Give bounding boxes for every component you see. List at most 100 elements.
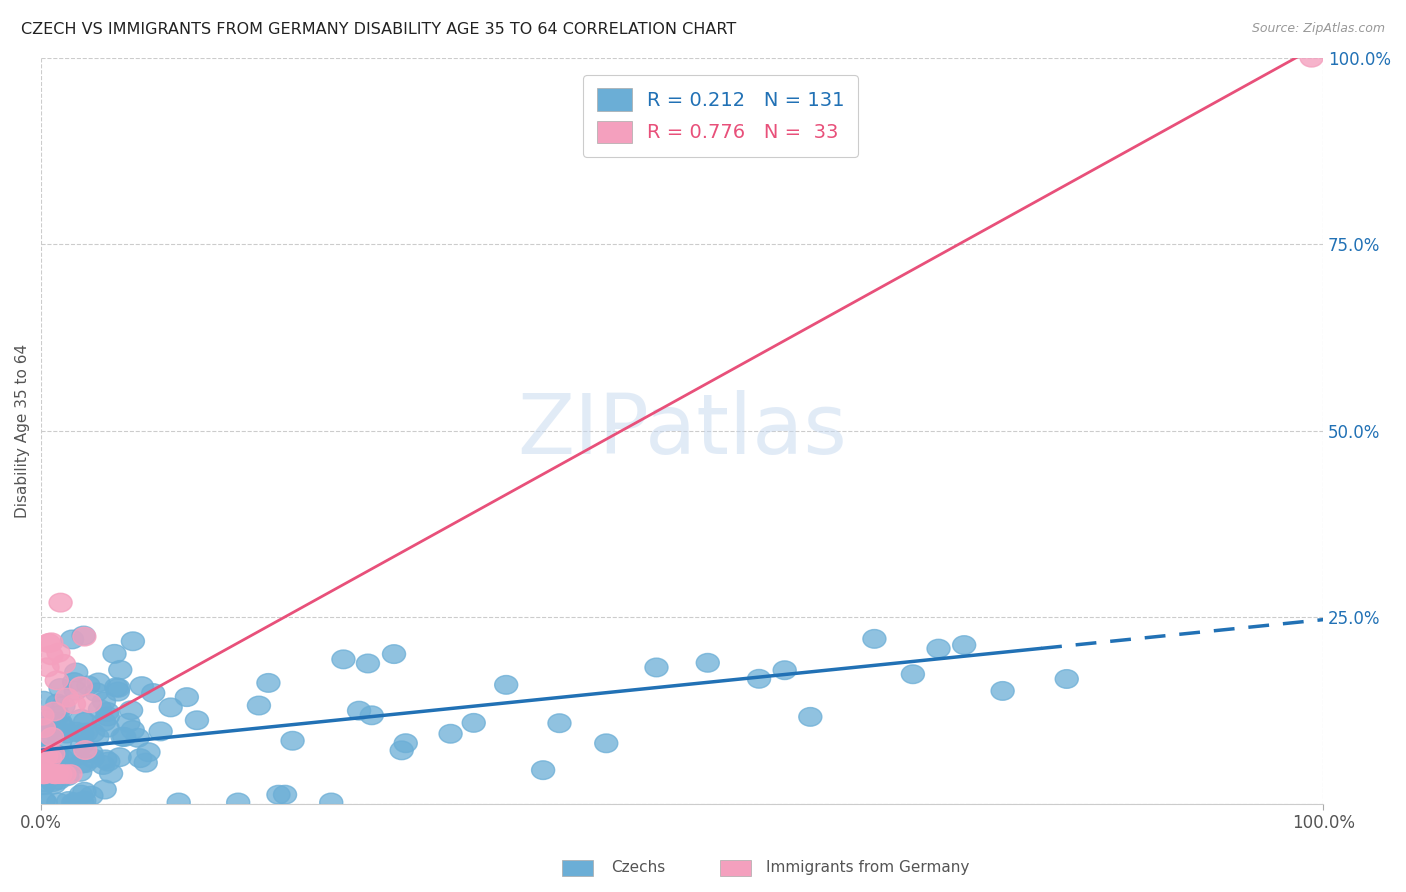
Legend: R = 0.212   N = 131, R = 0.776   N =  33: R = 0.212 N = 131, R = 0.776 N = 33 — [583, 75, 858, 157]
Ellipse shape — [62, 695, 86, 714]
Ellipse shape — [46, 793, 70, 812]
Ellipse shape — [267, 785, 290, 804]
Ellipse shape — [226, 793, 250, 812]
Ellipse shape — [32, 766, 55, 785]
Ellipse shape — [247, 696, 270, 714]
Ellipse shape — [186, 711, 208, 730]
Ellipse shape — [51, 749, 73, 768]
Ellipse shape — [60, 630, 83, 648]
Ellipse shape — [111, 727, 134, 746]
Ellipse shape — [69, 785, 93, 804]
Ellipse shape — [73, 754, 97, 772]
Ellipse shape — [42, 745, 65, 764]
Ellipse shape — [70, 724, 93, 743]
Text: CZECH VS IMMIGRANTS FROM GERMANY DISABILITY AGE 35 TO 64 CORRELATION CHART: CZECH VS IMMIGRANTS FROM GERMANY DISABIL… — [21, 22, 737, 37]
Ellipse shape — [55, 689, 79, 706]
Ellipse shape — [34, 793, 58, 812]
Ellipse shape — [32, 791, 55, 810]
Ellipse shape — [863, 630, 886, 648]
Ellipse shape — [94, 750, 117, 769]
Ellipse shape — [46, 751, 69, 770]
Ellipse shape — [121, 721, 145, 739]
Ellipse shape — [84, 683, 108, 702]
Ellipse shape — [495, 675, 517, 694]
Ellipse shape — [45, 745, 67, 764]
Ellipse shape — [32, 691, 55, 710]
Ellipse shape — [72, 626, 96, 645]
Ellipse shape — [93, 713, 115, 731]
Ellipse shape — [389, 741, 413, 760]
Ellipse shape — [37, 743, 60, 762]
Ellipse shape — [107, 682, 129, 701]
Ellipse shape — [69, 677, 93, 696]
Ellipse shape — [73, 713, 97, 731]
Ellipse shape — [439, 724, 463, 743]
Ellipse shape — [65, 681, 87, 700]
Ellipse shape — [70, 735, 94, 754]
Ellipse shape — [31, 758, 53, 777]
Ellipse shape — [347, 701, 371, 720]
Ellipse shape — [531, 761, 554, 780]
Ellipse shape — [49, 679, 72, 698]
Y-axis label: Disability Age 35 to 64: Disability Age 35 to 64 — [15, 343, 30, 518]
Text: Czechs: Czechs — [612, 861, 666, 875]
Ellipse shape — [45, 764, 67, 783]
Ellipse shape — [35, 747, 58, 765]
Ellipse shape — [799, 707, 823, 726]
Ellipse shape — [53, 764, 76, 783]
Ellipse shape — [39, 717, 63, 736]
Ellipse shape — [63, 673, 86, 691]
Ellipse shape — [463, 714, 485, 732]
Ellipse shape — [356, 654, 380, 673]
Ellipse shape — [176, 688, 198, 706]
Ellipse shape — [32, 776, 55, 795]
Ellipse shape — [65, 723, 89, 741]
Ellipse shape — [112, 728, 136, 747]
Ellipse shape — [82, 749, 104, 767]
Ellipse shape — [46, 694, 69, 713]
Ellipse shape — [31, 706, 53, 725]
Ellipse shape — [45, 750, 69, 769]
Ellipse shape — [56, 792, 80, 810]
Ellipse shape — [159, 698, 183, 716]
Ellipse shape — [45, 671, 69, 690]
Ellipse shape — [274, 785, 297, 804]
Ellipse shape — [96, 703, 120, 722]
Ellipse shape — [34, 734, 56, 753]
Ellipse shape — [56, 767, 79, 786]
Ellipse shape — [35, 723, 58, 742]
Ellipse shape — [70, 793, 94, 812]
Ellipse shape — [42, 702, 66, 721]
Ellipse shape — [927, 640, 950, 658]
Ellipse shape — [66, 747, 89, 765]
Ellipse shape — [953, 636, 976, 655]
Ellipse shape — [62, 793, 84, 812]
Ellipse shape — [59, 764, 82, 783]
Ellipse shape — [38, 760, 60, 779]
Ellipse shape — [34, 743, 56, 761]
Ellipse shape — [32, 764, 56, 783]
Ellipse shape — [142, 683, 165, 702]
Ellipse shape — [73, 627, 96, 646]
Ellipse shape — [38, 715, 60, 734]
Ellipse shape — [55, 724, 79, 743]
Ellipse shape — [48, 771, 70, 789]
Ellipse shape — [87, 673, 110, 692]
Ellipse shape — [45, 723, 67, 742]
Ellipse shape — [46, 643, 70, 662]
Ellipse shape — [117, 714, 139, 732]
Ellipse shape — [80, 744, 103, 763]
Ellipse shape — [49, 714, 73, 732]
Ellipse shape — [77, 676, 100, 695]
Ellipse shape — [382, 645, 405, 664]
Ellipse shape — [82, 723, 104, 742]
Ellipse shape — [127, 729, 149, 747]
Ellipse shape — [80, 787, 103, 805]
Ellipse shape — [281, 731, 304, 750]
Ellipse shape — [63, 793, 87, 812]
Ellipse shape — [121, 632, 145, 650]
Ellipse shape — [96, 718, 120, 737]
Ellipse shape — [91, 756, 115, 774]
Ellipse shape — [69, 755, 93, 773]
Ellipse shape — [1054, 670, 1078, 689]
